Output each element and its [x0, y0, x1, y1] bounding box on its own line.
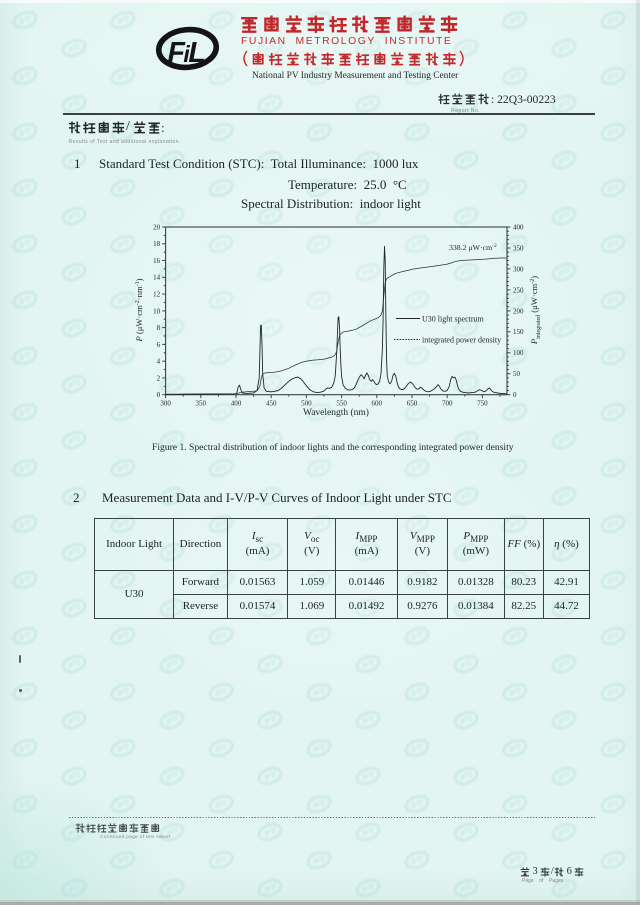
svg-text:700: 700	[442, 400, 453, 408]
svg-text:12: 12	[153, 291, 161, 299]
svg-text:450: 450	[266, 400, 277, 408]
svg-text:8: 8	[157, 324, 161, 332]
svg-text:10: 10	[153, 307, 161, 315]
svg-text:Wavelength (nm): Wavelength (nm)	[303, 407, 369, 418]
svg-text:20: 20	[153, 223, 161, 231]
svg-text:500: 500	[301, 400, 312, 408]
svg-text:400: 400	[231, 400, 242, 408]
svg-text:300: 300	[513, 265, 524, 273]
svg-text:50: 50	[513, 370, 521, 378]
svg-text:300: 300	[160, 400, 171, 408]
svg-text:P (μW·cm-2·nm-1): P (μW·cm-2·nm-1)	[134, 278, 144, 342]
svg-text:350: 350	[196, 400, 207, 408]
svg-text:250: 250	[513, 286, 524, 294]
svg-text:16: 16	[153, 257, 161, 265]
svg-text:0: 0	[157, 391, 161, 399]
svg-text:100: 100	[513, 349, 524, 357]
svg-text:Pintegrated (μW·cm-2): Pintegrated (μW·cm-2)	[529, 276, 542, 345]
svg-text:0: 0	[513, 391, 517, 399]
svg-text:750: 750	[477, 400, 488, 408]
svg-text:2: 2	[157, 374, 161, 382]
svg-text:400: 400	[513, 223, 524, 231]
svg-text:350: 350	[513, 244, 524, 252]
svg-text:U30 light spectrum: U30 light spectrum	[422, 315, 485, 324]
svg-text:6: 6	[157, 341, 161, 349]
svg-text:200: 200	[513, 307, 524, 315]
svg-text:4: 4	[157, 358, 161, 366]
svg-text:150: 150	[513, 328, 524, 336]
svg-text:14: 14	[153, 274, 161, 282]
svg-text:integrated power density: integrated power density	[422, 336, 501, 345]
svg-text:338.2 μW·cm-2: 338.2 μW·cm-2	[449, 243, 497, 252]
svg-text:600: 600	[372, 400, 383, 408]
svg-text:18: 18	[153, 240, 161, 248]
svg-text:550: 550	[336, 400, 347, 408]
svg-text:650: 650	[407, 400, 418, 408]
